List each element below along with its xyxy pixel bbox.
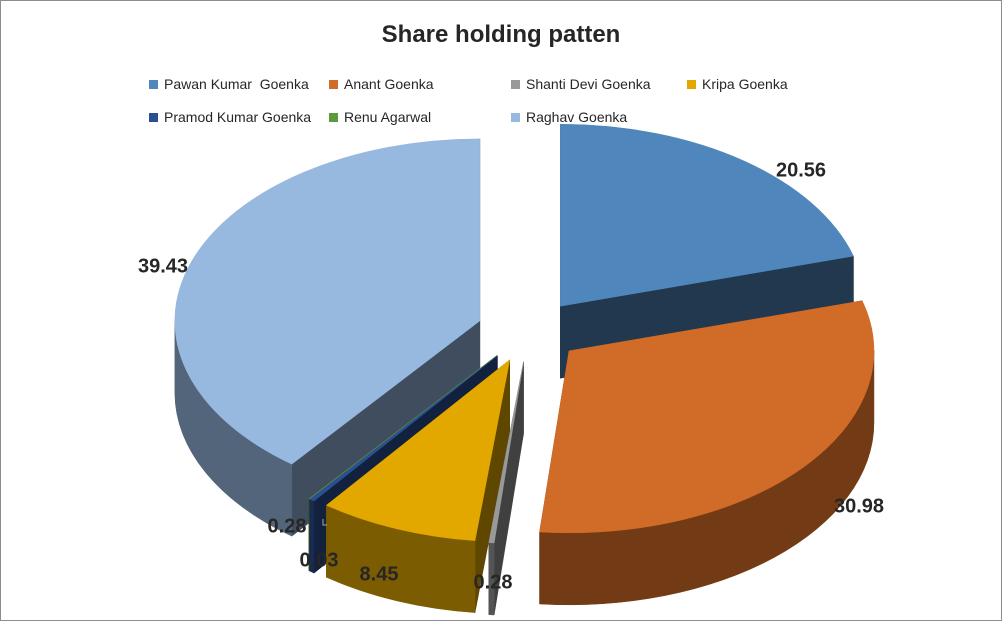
legend-swatch bbox=[329, 79, 338, 89]
chart-title: Share holding patten bbox=[381, 21, 621, 48]
data-label: 8.45 bbox=[360, 563, 399, 585]
pie-top-layer bbox=[174, 123, 875, 544]
pie-slice bbox=[325, 359, 511, 541]
data-labels: 20.56 30.98 0.28 8.45 0.28 0.03 39.43 bbox=[138, 159, 884, 593]
leader-line bbox=[322, 519, 327, 526]
data-label: 39.43 bbox=[138, 255, 188, 277]
pie-slice bbox=[174, 138, 481, 465]
legend-swatch bbox=[329, 112, 338, 122]
legend-label: Pawan Kumar Goenka bbox=[164, 76, 309, 92]
legend-swatch bbox=[149, 79, 158, 89]
legend-swatch bbox=[511, 112, 520, 122]
legend-label: Anant Goenka bbox=[344, 76, 434, 92]
legend-label: Pramod Kumar Goenka bbox=[164, 109, 312, 125]
data-label: 20.56 bbox=[776, 159, 826, 181]
legend-item: Pramod Kumar Goenka bbox=[149, 109, 311, 125]
legend-item: Renu Agarwal bbox=[329, 109, 431, 125]
data-label: 30.98 bbox=[834, 495, 884, 517]
pie-slice bbox=[309, 355, 498, 502]
legend-item: Anant Goenka bbox=[329, 76, 434, 92]
pie-slice bbox=[539, 300, 875, 534]
legend-item: Raghav Goenka bbox=[511, 109, 627, 125]
legend-label: Renu Agarwal bbox=[344, 109, 432, 125]
legend-swatch bbox=[511, 79, 520, 89]
pie-slice-side bbox=[488, 361, 524, 616]
data-label: 0.28 bbox=[268, 515, 307, 537]
legend-item: Pawan Kumar Goenka bbox=[149, 76, 309, 92]
legend-label: Shanti Devi Goenka bbox=[526, 76, 651, 92]
legend-swatch bbox=[687, 79, 696, 89]
legend: Pawan Kumar Goenka Anant Goenka Shanti Dev… bbox=[1, 1, 1001, 141]
legend-item: Kripa Goenka bbox=[687, 76, 788, 92]
legend-label: Kripa Goenka bbox=[702, 76, 788, 92]
data-label: 0.28 bbox=[474, 571, 513, 593]
legend-label: Raghav Goenka bbox=[526, 109, 628, 125]
pie-slice bbox=[560, 123, 854, 307]
legend-swatch bbox=[149, 112, 158, 122]
pie-slice bbox=[488, 361, 524, 544]
pie-slice bbox=[308, 355, 498, 500]
legend-item: Shanti Devi Goenka bbox=[511, 76, 651, 92]
data-label: 0.03 bbox=[300, 549, 339, 571]
